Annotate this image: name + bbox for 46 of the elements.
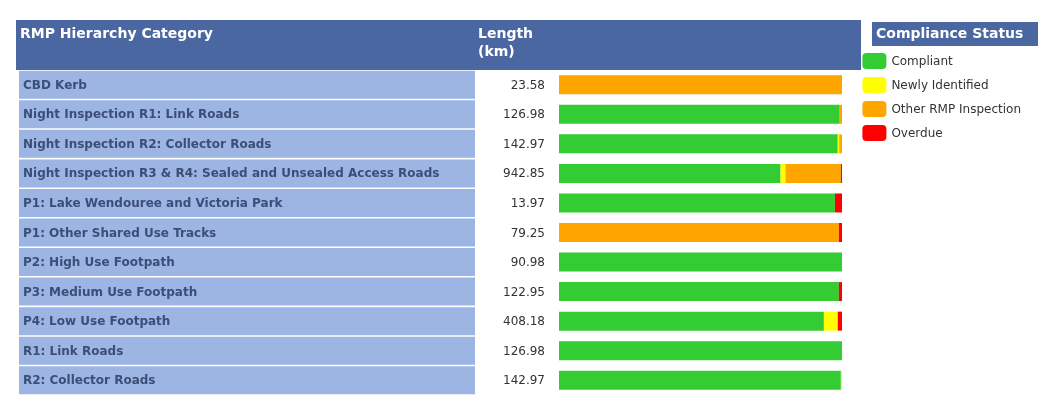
bar [559,252,842,272]
y-tick-label: P1: Lake Wendouree and Victoria Park [23,195,284,210]
bar [559,75,842,95]
text: Length (km) [478,25,538,59]
legend-title: Compliance Status [876,25,1024,41]
legend-label: Compliant [891,54,954,68]
text: 13.97 [510,195,545,210]
bar [559,341,842,361]
bar [559,282,839,302]
bar [559,223,839,242]
bar [559,163,781,183]
bar [823,311,838,331]
text: 122.95 [503,284,545,299]
bar [559,104,840,124]
text: 79.25 [510,225,545,240]
bar [838,223,842,242]
bar [559,311,824,331]
y-tick-label: P4: Low Use Footpath [23,314,171,329]
legend-label: Other RMP Inspection [891,102,1021,116]
text: 142.97 [503,136,545,151]
y-tick-label: P1: Other Shared Use Tracks [23,225,217,240]
bar [837,311,842,331]
y-tick-label: R1: Link Roads [23,343,124,358]
y-tick-label: Night Inspection R1: Link Roads [23,107,240,122]
y-axis-title: RMP Hierarchy Category [20,25,213,41]
bar [838,282,842,302]
legend-label: Newly Identified [891,78,989,92]
bar [559,134,838,154]
text: 126.98 [503,107,545,122]
legend-label: Overdue [891,126,943,140]
text: 142.97 [503,373,545,388]
bar [559,370,841,390]
y-tick-label: CBD Kerb [23,77,88,92]
text: 942.85 [503,166,545,181]
text: 408.18 [503,314,545,329]
text: 23.58 [510,77,545,92]
text: 126.98 [503,343,545,358]
y-tick-label: R2: Collector Roads [23,373,156,388]
y-tick-label: Night Inspection R2: Collector Roads [23,136,272,151]
bar [785,163,841,183]
y-tick-label: Night Inspection R3 & R4: Sealed and Unsealed Access Roads [23,166,440,181]
bar [559,193,835,213]
y-tick-label: P3: Medium Use Footpath [23,284,198,299]
bar [834,193,842,213]
y-tick-label: P2: High Use Footpath [23,255,175,270]
text: 90.98 [510,255,545,270]
